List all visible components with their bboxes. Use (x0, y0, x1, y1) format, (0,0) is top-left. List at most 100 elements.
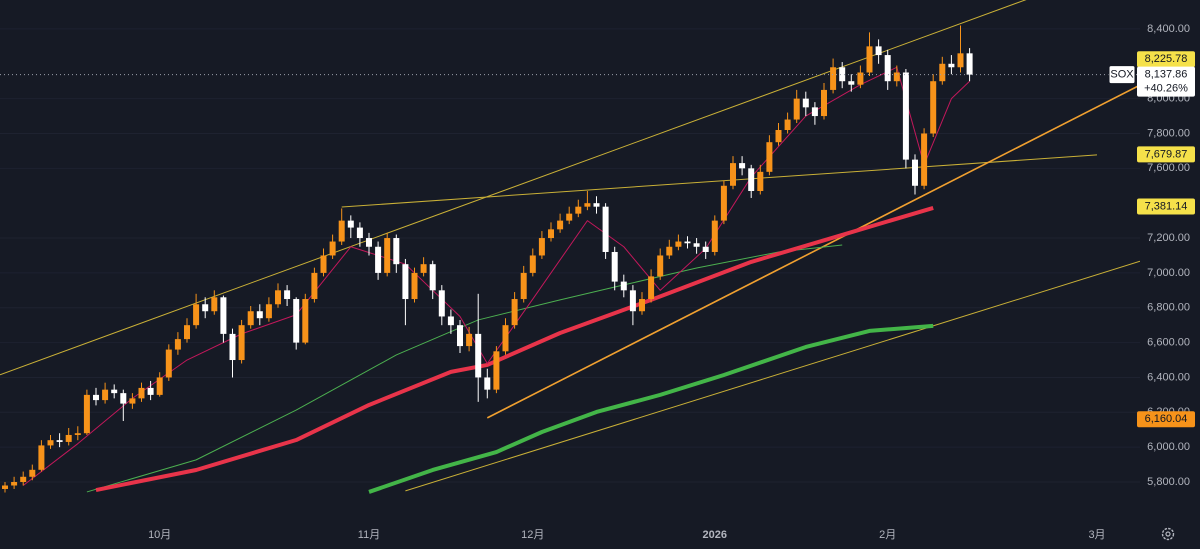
candle-body (211, 297, 218, 312)
candle-body (402, 264, 409, 300)
y-tick-label: 6,600.00 (1147, 337, 1190, 349)
trend-line (341, 154, 1098, 208)
candle-body (165, 349, 172, 378)
gear (1161, 527, 1175, 541)
x-tick-label: 2026 (703, 529, 727, 541)
candle-body (311, 272, 318, 300)
candle-body (293, 299, 300, 343)
candle-body (720, 185, 727, 221)
price-label-box (1137, 198, 1195, 215)
last-price-label: 8,137.86 (1145, 69, 1188, 81)
candle-body (83, 394, 90, 434)
symbol-label: SOX (1110, 69, 1134, 81)
candle-body (56, 440, 63, 442)
candle-body (74, 433, 81, 435)
y-tick-label: 6,400.00 (1147, 371, 1190, 383)
candle-body (584, 203, 591, 207)
candle-body (302, 299, 309, 343)
candle-body (566, 213, 573, 221)
trend-line (486, 84, 1140, 419)
candle-body (629, 290, 636, 312)
candle-body (420, 264, 427, 273)
candle-body (229, 333, 236, 361)
candle-body (884, 55, 891, 82)
candle-body (839, 67, 846, 82)
candle-body (966, 53, 973, 75)
candle-body (238, 325, 245, 361)
candle-body (930, 81, 937, 134)
y-tick-label: 7,600.00 (1147, 162, 1190, 174)
candle-body (711, 220, 718, 252)
candle-body (912, 159, 918, 186)
candle-body (184, 325, 190, 340)
candle-body (247, 311, 254, 326)
candle-body (256, 311, 263, 319)
x-tick-label: 11月 (358, 529, 380, 541)
candle-body (338, 220, 345, 242)
candle-body (93, 394, 99, 401)
candle-body (147, 387, 154, 395)
settings-icon[interactable] (1161, 527, 1175, 541)
candle-body (102, 389, 109, 401)
x-tick-label: 10月 (148, 529, 171, 541)
trend-line (0, 0, 1027, 376)
candle-body (866, 46, 873, 73)
price-label: 6,160.04 (1145, 413, 1188, 425)
candle-body (939, 63, 946, 82)
candle-body (347, 220, 354, 228)
price-label: 7,679.87 (1145, 148, 1188, 160)
candle-body (284, 290, 291, 300)
candle-body (593, 203, 600, 207)
candle-body (393, 238, 400, 265)
candle-body (548, 229, 554, 239)
y-tick-label: 6,000.00 (1147, 441, 1190, 453)
candle-body (29, 469, 36, 477)
price-label-box (1137, 146, 1195, 163)
moving-average (368, 323, 934, 494)
candle-body (511, 299, 518, 326)
candle-body (948, 63, 955, 68)
candle-body (2, 485, 8, 489)
last-price-box (1137, 66, 1195, 97)
candle-body (648, 276, 655, 300)
candle-body (902, 72, 909, 160)
x-tick-label: 2月 (879, 529, 896, 541)
candle-body (575, 206, 582, 214)
candle-body (921, 133, 928, 186)
price-label-box (1137, 51, 1195, 68)
candle-body (174, 339, 181, 350)
candle-body (502, 325, 509, 352)
moving-average (22, 66, 970, 486)
candle-body (830, 67, 837, 90)
trend-line (405, 260, 1140, 492)
x-tick-label: 3月 (1088, 529, 1105, 541)
candle-body (356, 227, 363, 239)
candle-body (748, 168, 755, 191)
candle-body (202, 304, 209, 312)
candle-body (193, 304, 200, 326)
candle-body (20, 476, 27, 483)
moving-average (95, 205, 934, 492)
candle-body (529, 255, 536, 273)
candle-body (457, 325, 463, 347)
y-tick-label: 7,000.00 (1147, 267, 1190, 279)
candle-body (429, 264, 436, 291)
candle-body (484, 377, 491, 390)
candle-body (111, 389, 118, 394)
candle-body (129, 398, 136, 404)
symbol-box (1108, 65, 1136, 85)
candle-body (784, 119, 791, 130)
candle-body (156, 377, 163, 395)
candle-body (275, 290, 281, 305)
candle-body (620, 281, 627, 291)
candle-body (821, 89, 827, 117)
candle-body (666, 246, 673, 256)
candle-body (557, 220, 564, 230)
candle-body (802, 98, 809, 108)
candle-body (366, 238, 372, 247)
plot-area (0, 0, 1140, 494)
candle-body (538, 238, 545, 256)
candle-body (475, 333, 482, 378)
y-tick-label: 6,800.00 (1147, 302, 1190, 314)
candle-body (611, 251, 618, 282)
